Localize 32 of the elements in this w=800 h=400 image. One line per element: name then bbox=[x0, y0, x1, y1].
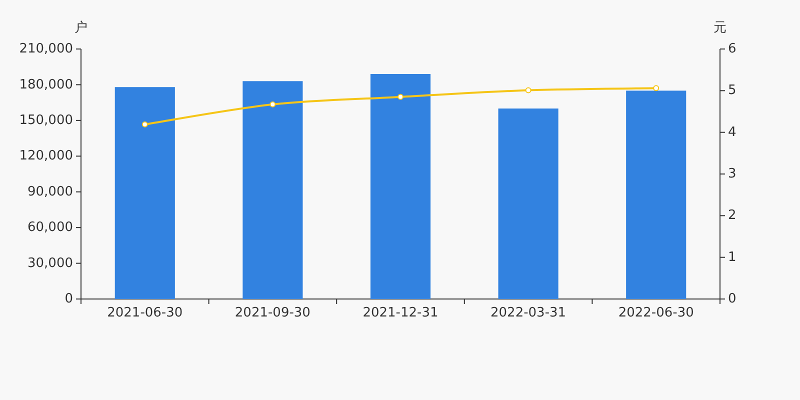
y-tick-label: 30,000 bbox=[28, 256, 73, 271]
bar bbox=[242, 81, 303, 299]
bar bbox=[626, 90, 686, 299]
x-tick-label: 2021-12-31 bbox=[362, 306, 438, 321]
y-tick-label: 210,000 bbox=[19, 42, 73, 57]
y2-axis-title: 元 bbox=[714, 20, 726, 36]
bar bbox=[498, 108, 558, 299]
x-tick-label: 2022-06-30 bbox=[618, 306, 694, 321]
bar bbox=[370, 74, 431, 299]
x-tick-label: 2021-06-30 bbox=[107, 306, 183, 321]
y2-tick-label: 4 bbox=[728, 124, 736, 140]
bar bbox=[114, 87, 175, 299]
y2-tick-label: 5 bbox=[728, 83, 736, 98]
x-tick-label: 2022-03-31 bbox=[490, 306, 566, 321]
y-tick-label: 180,000 bbox=[19, 77, 73, 92]
y2-tick-label: 0 bbox=[728, 292, 736, 307]
y2-tick-label: 3 bbox=[728, 166, 736, 182]
point bbox=[653, 85, 660, 92]
point bbox=[398, 94, 404, 100]
point bbox=[525, 87, 532, 94]
y-tick-label: 150,000 bbox=[19, 112, 73, 128]
y-tick-label: 120,000 bbox=[19, 148, 73, 164]
y2-tick-label: 2 bbox=[728, 208, 736, 224]
y-tick-label: 0 bbox=[64, 292, 73, 307]
y2-tick-label: 6 bbox=[728, 42, 736, 57]
y-tick-label: 60,000 bbox=[28, 220, 73, 236]
point bbox=[142, 121, 148, 128]
y2-tick-label: 1 bbox=[728, 250, 736, 265]
x-tick-label: 2021-09-30 bbox=[234, 306, 310, 321]
y-axis-title: 户 bbox=[74, 20, 88, 36]
y-tick-label: 90,000 bbox=[28, 184, 73, 200]
point bbox=[270, 101, 276, 108]
